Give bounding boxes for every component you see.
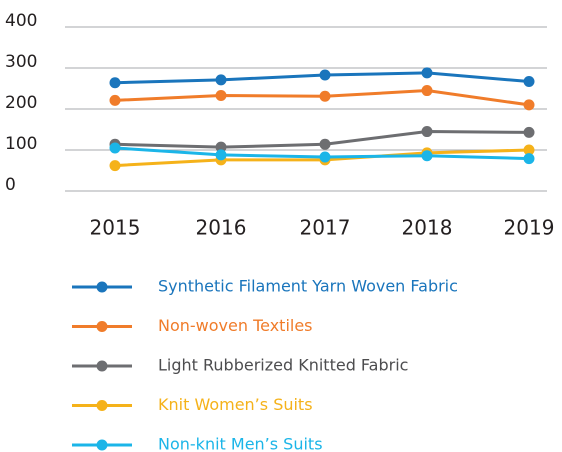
- legend-label: Non-knit Men’s Suits: [158, 435, 323, 452]
- legend-label: Knit Women’s Suits: [158, 395, 313, 414]
- x-tick-label: 2016: [196, 216, 247, 240]
- x-tick-label: 2019: [504, 216, 555, 240]
- x-tick-label: 2017: [300, 216, 351, 240]
- data-point: [319, 151, 331, 163]
- x-tick-label: 2018: [402, 216, 453, 240]
- data-point: [523, 126, 535, 138]
- data-point: [215, 74, 227, 86]
- y-tick-label: 400: [5, 11, 37, 31]
- x-tick-label: 2015: [90, 216, 141, 240]
- data-point: [421, 67, 433, 79]
- data-point: [523, 76, 535, 88]
- data-point: [319, 138, 331, 150]
- data-point: [523, 153, 535, 165]
- legend-label: Synthetic Filament Yarn Woven Fabric: [158, 277, 458, 296]
- data-point: [421, 150, 433, 162]
- y-tick-label: 200: [5, 93, 37, 113]
- legend-dot: [96, 439, 108, 451]
- legend-dot: [96, 281, 108, 293]
- data-point: [215, 141, 227, 153]
- legend-label: Non-woven Textiles: [158, 316, 313, 335]
- data-point: [319, 69, 331, 81]
- legend-dot: [96, 321, 108, 332]
- data-point: [523, 144, 535, 156]
- legend-label: Light Rubberized Knitted Fabric: [158, 356, 408, 375]
- data-point: [109, 160, 121, 172]
- y-tick-label: 100: [5, 134, 37, 154]
- data-point: [215, 149, 227, 161]
- data-point: [109, 94, 121, 106]
- data-point: [109, 77, 121, 89]
- y-tick-label: 0: [5, 175, 16, 195]
- data-point: [319, 90, 331, 102]
- data-point: [523, 99, 535, 111]
- y-tick-label: 300: [5, 52, 37, 72]
- data-point: [421, 85, 433, 97]
- legend-dot: [96, 360, 108, 372]
- legend-dot: [96, 400, 108, 411]
- data-point: [421, 126, 433, 138]
- data-point: [109, 142, 121, 154]
- data-point: [215, 89, 227, 101]
